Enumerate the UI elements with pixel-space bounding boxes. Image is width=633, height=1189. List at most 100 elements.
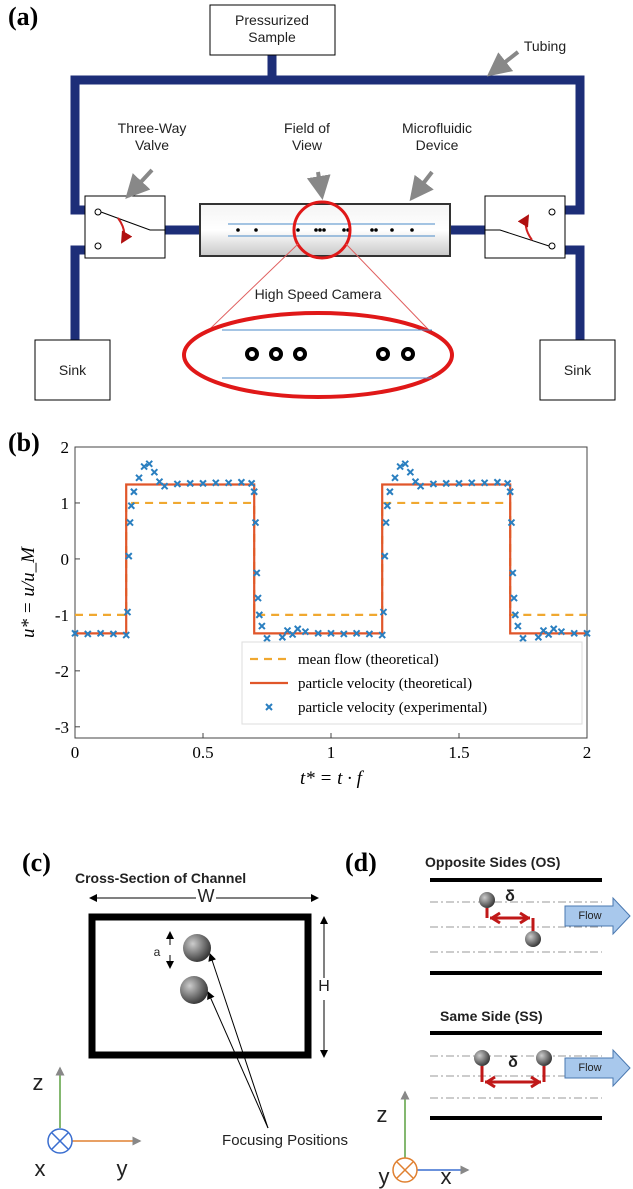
valve-switch (548, 208, 556, 216)
data-point (135, 474, 143, 482)
data-point (237, 478, 246, 486)
data-point (314, 629, 322, 638)
valve-switch (94, 208, 102, 216)
data-point (123, 608, 132, 616)
x-tick-label: 2 (583, 743, 592, 762)
data-point (278, 633, 287, 641)
legend-box (241, 641, 583, 725)
data-point (327, 629, 335, 638)
x-axis-label: t* = t · f (300, 768, 365, 789)
particle (245, 347, 415, 361)
callout-arrow (125, 50, 520, 202)
particle (293, 347, 307, 361)
data-point (160, 482, 169, 490)
data-point (212, 479, 220, 487)
label: Sink (563, 362, 592, 378)
data-point (71, 629, 79, 638)
data-point (140, 462, 148, 471)
channel-cross-section (88, 913, 312, 1059)
data-point (186, 479, 194, 488)
data-point (352, 629, 361, 638)
data-point (96, 629, 105, 638)
callout-arrow (306, 171, 331, 200)
data-point (253, 569, 261, 577)
flow-arrow (564, 896, 631, 1088)
coordinate-axes (51, 1132, 69, 1150)
flow-arrow (564, 1048, 631, 1088)
coordinate-axes (392, 1157, 418, 1183)
valve-switch (94, 242, 102, 250)
channel (222, 329, 432, 379)
particle (390, 228, 394, 232)
particle (318, 228, 322, 232)
data-point (570, 629, 578, 638)
y-tick-label: 2 (61, 438, 70, 457)
label: Microfluidic Device (401, 120, 472, 153)
axis-label: y (116, 1156, 128, 1181)
data-point (396, 462, 404, 471)
dimension-arrow (89, 894, 328, 1129)
sink-box (539, 339, 616, 401)
particle (245, 347, 259, 361)
data-point (416, 482, 425, 490)
coordinate-axes (47, 1128, 73, 1154)
tubing (70, 75, 585, 215)
tubing (70, 205, 585, 255)
tubing-network (70, 50, 585, 345)
data-point (480, 479, 489, 487)
particle (410, 228, 414, 232)
particle (236, 228, 414, 232)
data-point (150, 468, 159, 476)
data-point (583, 629, 591, 638)
data-point (254, 594, 262, 602)
particle (342, 228, 346, 232)
axis-label: z (376, 1102, 388, 1127)
separation-arrow (485, 908, 535, 931)
sink-box (34, 339, 111, 401)
data-point (379, 608, 388, 616)
data-point (109, 630, 118, 638)
data-point (514, 622, 522, 630)
data-point (125, 552, 133, 560)
axis-label: x (440, 1164, 452, 1189)
separation-arrow (480, 908, 546, 1089)
data-point (534, 633, 543, 641)
particle (376, 347, 390, 361)
data-point (507, 518, 516, 527)
valve-switch (548, 242, 556, 250)
y-axis-label: u* = u/u_M (18, 546, 39, 638)
axis-label: x (34, 1156, 46, 1181)
label: Focusing Positions (222, 1132, 348, 1149)
data-point (122, 631, 130, 639)
particle (322, 228, 326, 232)
x-tick-label: 0 (71, 743, 80, 762)
centerline (430, 901, 602, 1099)
label: H (314, 978, 334, 995)
data-point (251, 518, 260, 527)
particle (401, 347, 415, 361)
dimension-arrow (208, 953, 269, 1129)
channel (228, 223, 435, 237)
particle (474, 892, 552, 1066)
data-point (365, 630, 374, 638)
label: Flow (578, 910, 602, 922)
data-point (455, 479, 463, 488)
data-point (127, 502, 136, 510)
label: Sink (58, 362, 87, 378)
callout-arrow (409, 170, 434, 202)
data-point (382, 518, 390, 527)
data-point (511, 611, 520, 619)
data-point (506, 488, 514, 496)
label: Opposite Sides (OS) (425, 854, 561, 870)
separation-arrow (491, 911, 529, 925)
data-point (557, 627, 566, 636)
data-point (429, 480, 438, 488)
particle (474, 1050, 490, 1066)
y-tick-label: 0 (61, 550, 70, 569)
particle (374, 228, 378, 232)
label: δ (508, 1054, 518, 1071)
data-point (544, 630, 553, 639)
x-tick-label: 1.5 (448, 743, 469, 762)
